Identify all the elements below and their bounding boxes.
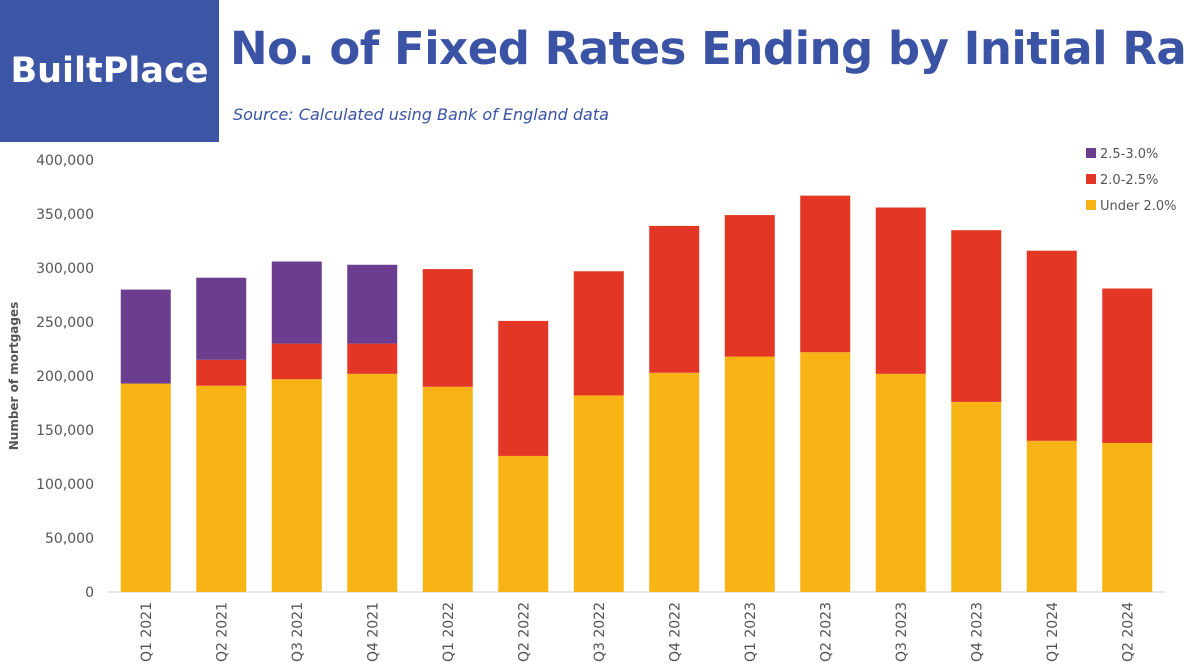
- builtplace-logo: BuiltPlace: [0, 0, 219, 142]
- y-tick-label: 150,000: [36, 423, 94, 439]
- legend-swatch: [1086, 174, 1096, 184]
- y-tick-label: 350,000: [36, 207, 94, 223]
- y-tick-label: 400,000: [36, 153, 94, 169]
- bar-segment: [196, 277, 247, 360]
- chart-subtitle: Source: Calculated using Bank of England…: [233, 105, 609, 124]
- bar-segment: [498, 320, 549, 456]
- bar-segment: [1102, 288, 1153, 443]
- x-tick-label: Q2 2022: [516, 602, 532, 662]
- x-tick-label: Q4 2021: [365, 602, 381, 662]
- bar-segment: [422, 269, 473, 387]
- legend-swatch: [1086, 200, 1096, 210]
- y-tick-label: 200,000: [36, 369, 94, 385]
- chart-title: No. of Fixed Rates Ending by Initial Rat…: [230, 22, 1184, 75]
- legend-swatch: [1086, 148, 1096, 158]
- x-tick-label: Q1 2024: [1045, 602, 1061, 662]
- bar-segment: [271, 261, 322, 344]
- x-tick-label: Q1 2022: [441, 602, 457, 662]
- bar-segment: [951, 401, 1002, 592]
- bar-segment: [1102, 442, 1153, 592]
- x-tick-label: Q1 2021: [139, 602, 155, 662]
- bar-segment: [271, 343, 322, 380]
- bar-segment: [1026, 250, 1077, 441]
- bar-segment: [498, 455, 549, 592]
- y-tick-label: 50,000: [45, 531, 94, 547]
- y-axis-label: Number of mortgages: [7, 302, 21, 451]
- bar-segment: [875, 207, 926, 374]
- bar-segment: [573, 271, 624, 396]
- bar-segment: [271, 379, 322, 592]
- legend-label: Under 2.0%: [1100, 199, 1177, 214]
- bar-segment: [347, 264, 398, 344]
- x-tick-label: Q3 2022: [592, 602, 608, 662]
- bar-segment: [800, 195, 851, 353]
- y-tick-label: 250,000: [36, 315, 94, 331]
- bar-segment: [120, 289, 171, 384]
- bar-segment: [120, 383, 171, 592]
- bar-segment: [347, 373, 398, 592]
- bar-segment: [347, 343, 398, 374]
- y-tick-label: 100,000: [36, 477, 94, 493]
- x-tick-label: Q2 2023: [818, 602, 834, 662]
- x-tick-label: Q3 2021: [290, 602, 306, 662]
- bar-segment: [196, 385, 247, 592]
- y-tick-label: 300,000: [36, 261, 94, 277]
- bar-segment: [1026, 440, 1077, 592]
- y-tick-label: 0: [85, 585, 94, 601]
- x-tick-label: Q3 2023: [894, 602, 910, 662]
- x-tick-label: Q2 2021: [214, 602, 230, 662]
- x-tick-label: Q1 2023: [743, 602, 759, 662]
- bar-segment: [724, 356, 775, 592]
- legend-label: 2.0-2.5%: [1100, 173, 1158, 188]
- x-tick-label: Q2 2024: [1120, 602, 1136, 662]
- bar-segment: [649, 372, 700, 592]
- bar-segment: [875, 373, 926, 592]
- legend-label: 2.5-3.0%: [1100, 147, 1158, 162]
- bar-segment: [724, 215, 775, 357]
- bar-segment: [800, 352, 851, 592]
- bar-segment: [573, 395, 624, 592]
- x-tick-label: Q4 2022: [667, 602, 683, 662]
- x-tick-label: Q4 2023: [969, 602, 985, 662]
- bar-segment: [951, 230, 1002, 402]
- bar-segment: [422, 386, 473, 592]
- bar-segment: [649, 225, 700, 373]
- bar-segment: [196, 359, 247, 386]
